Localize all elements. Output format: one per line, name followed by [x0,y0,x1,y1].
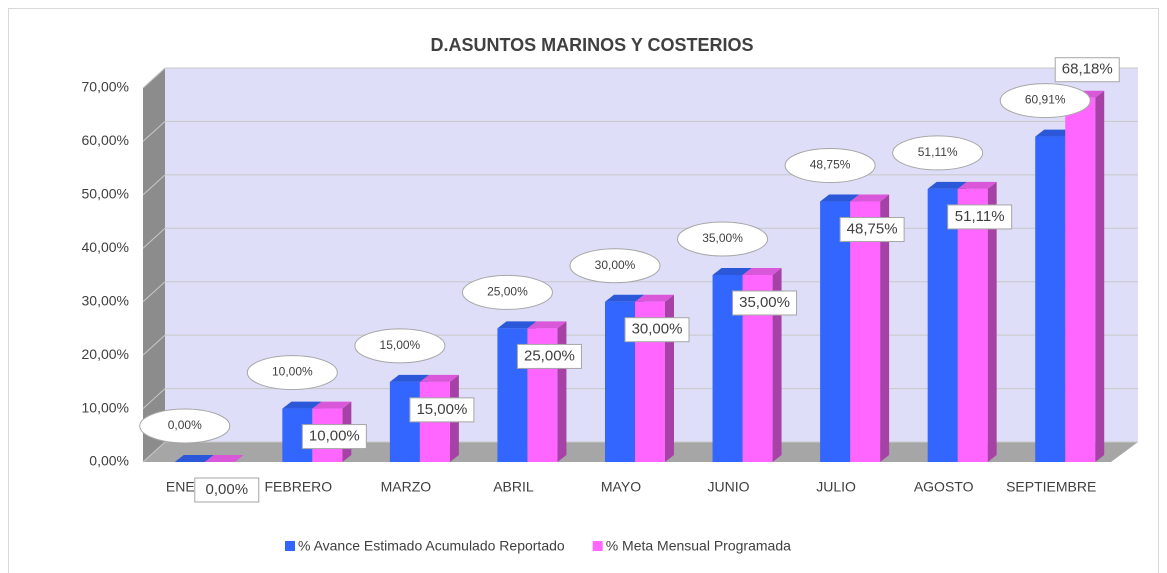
data-label-bubble [461,274,553,310]
data-label-box [516,343,582,369]
data-label-bubble [354,328,446,364]
data-label-bubble [999,83,1091,119]
grid-line-side [142,67,166,89]
data-label: 0,00% [168,418,202,432]
bar-top [1035,129,1075,137]
bar-side [880,194,890,463]
data-label: 30,00% [632,321,683,338]
grid-line-side [142,121,166,142]
data-label-bubble [246,355,338,391]
y-tick-label: 40,00% [82,239,129,255]
grid-line-side [142,441,166,463]
data-label-bubble [139,408,231,444]
data-label-box [947,204,1013,230]
x-tick-label: SEPTIEMBRE [1006,479,1096,495]
data-label-bubble [892,135,984,171]
data-label-box [839,217,905,243]
data-label: 68,18% [1062,61,1113,78]
y-tick-label: 60,00% [82,132,129,148]
bar [1035,136,1066,462]
bar-top [174,455,214,462]
data-label: 35,00% [702,231,743,245]
data-label: 51,11% [918,145,958,159]
data-label-box [409,397,475,423]
bar-top [419,374,459,382]
bar-top [312,401,352,409]
x-tick-label: FEBRERO [264,479,332,495]
x-tick-label: AGOSTO [914,479,974,495]
data-label: 25,00% [487,285,528,299]
bar-side [557,321,567,462]
bar-top [389,374,429,382]
bar-top [605,294,644,302]
data-label-box [1054,57,1120,83]
data-label: 48,75% [847,221,898,238]
bar [957,188,988,462]
data-label-box [301,424,367,450]
grid-line-side [142,334,166,356]
y-tick-label: 0,00% [89,453,129,469]
side-wall [143,68,165,462]
bar-top [820,194,860,202]
y-tick-label: 70,00% [82,79,129,95]
data-label-box [194,477,260,503]
y-tick-label: 10,00% [82,399,129,415]
bar-top [712,268,752,275]
grid-line-side [142,227,166,249]
bar-top [850,194,890,202]
legend-swatch [592,541,603,551]
data-label: 60,91% [1025,93,1066,107]
data-label: 15,00% [380,338,421,352]
data-label: 51,11% [955,208,1005,225]
grid-line-side [142,174,166,196]
y-tick-label: 50,00% [82,186,129,202]
x-tick-label: JUNIO [708,479,750,495]
data-label: 25,00% [524,347,575,364]
bar-top [282,401,322,409]
bar [850,201,881,463]
data-label-bubble [569,248,661,284]
y-tick-label: 30,00% [82,292,129,308]
bar-top [527,321,567,329]
chart-title: D.ASUNTOS MARINOS Y COSTERIOS [430,35,753,55]
bar [927,188,958,462]
data-label: 35,00% [739,294,790,311]
x-tick-label: MAYO [601,479,641,495]
data-label: 15,00% [416,401,467,418]
data-label: 0,00% [206,481,249,498]
data-label: 48,75% [810,158,851,172]
data-label: 30,00% [595,258,636,272]
bar-side [772,268,782,462]
legend-label: % Avance Estimado Acumulado Reportado [298,538,565,554]
bar-top [957,181,997,189]
data-label-bubble [784,148,876,184]
bar-top [742,268,782,275]
x-tick-label: ABRIL [493,479,534,495]
bar-top [497,321,537,329]
legend-swatch [285,541,295,551]
bar-side [987,181,997,462]
bar-top [635,294,674,302]
data-label-box [624,317,690,343]
bar [820,201,851,463]
data-label: 10,00% [309,428,360,445]
bar [1065,97,1096,462]
grid-line-side [142,281,166,303]
legend-label: % Meta Mensual Programada [606,538,791,554]
y-tick-label: 20,00% [82,346,129,362]
x-tick-label: JULIO [816,479,856,495]
data-label-box [732,290,798,316]
bar-side [1095,90,1105,462]
bar-top [204,455,244,462]
data-label-bubble [677,221,769,257]
data-label: 10,00% [272,365,313,379]
bar-top [927,181,967,189]
grid-line-side [142,388,166,409]
x-tick-label: MARZO [381,479,432,495]
